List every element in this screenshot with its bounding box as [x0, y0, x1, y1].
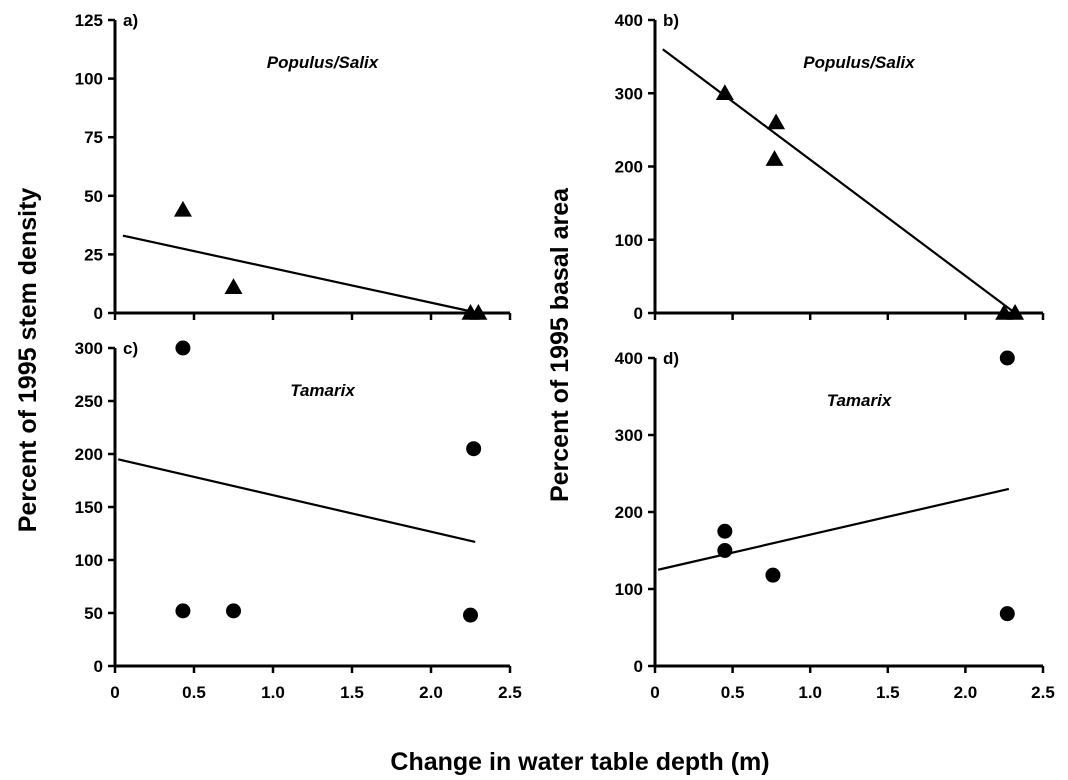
y-tick-label: 0	[634, 304, 643, 323]
x-tick-label: 0	[650, 683, 659, 702]
y-tick-label: 200	[615, 158, 643, 177]
data-point	[715, 84, 734, 100]
y-tick-label: 150	[75, 498, 103, 517]
panel-c: 0 50 100 150 200 250 300 0 0.5 1.0 1.5 2.0 2.5 c) Tama…	[75, 339, 522, 702]
y-tick-label: 50	[84, 604, 103, 623]
data-point	[717, 523, 733, 539]
y-tick-label: 300	[615, 84, 643, 103]
x-tick-label: 1.5	[340, 683, 364, 702]
regression-line	[662, 48, 1016, 314]
data-point	[765, 150, 784, 166]
x-tick-label: 2.0	[954, 683, 978, 702]
data-point	[767, 113, 786, 130]
x-tick-label: 0.5	[182, 683, 206, 702]
y-tick-label: 400	[615, 349, 643, 368]
regression-line	[657, 487, 1010, 571]
data-point	[765, 567, 781, 583]
y-tick-label: 100	[615, 580, 643, 599]
x-tick-label: 2.5	[498, 683, 522, 702]
y-tick-label: 300	[615, 426, 643, 445]
data-point	[999, 606, 1015, 622]
y-tick-label: 0	[94, 657, 103, 676]
y-tick-label: 0	[634, 657, 643, 676]
y-tick-label: 75	[84, 128, 103, 147]
x-tick-label: 0	[110, 683, 119, 702]
x-tick-label: 1.5	[876, 683, 900, 702]
regression-line	[122, 234, 479, 315]
panel-title: Populus/Salix	[803, 53, 916, 72]
y-tick-label: 400	[615, 11, 643, 30]
panel-label: b)	[663, 11, 679, 30]
x-axis-title: Change in water table depth (m)	[390, 748, 769, 776]
y-tick-label: 100	[75, 70, 103, 89]
data-point	[226, 603, 241, 619]
y-tick-label: 250	[75, 392, 103, 411]
data-point	[466, 441, 482, 457]
panel-b: 0 100 200 300 400 b) Populus/Salix	[615, 11, 1045, 323]
x-tick-label: 0.5	[721, 683, 745, 702]
y-tick-label: 100	[75, 551, 103, 570]
y-tick-label: 100	[615, 231, 643, 250]
y-tick-label: 200	[615, 503, 643, 522]
panel-title: Populus/Salix	[267, 53, 380, 72]
data-point	[463, 607, 478, 623]
x-tick-label: 1.0	[261, 683, 285, 702]
panel-label: d)	[663, 349, 679, 368]
data-point	[469, 304, 488, 320]
panel-label: c)	[123, 339, 138, 358]
regression-line	[117, 458, 476, 544]
x-tick-label: 1.0	[798, 683, 822, 702]
y-tick-label: 25	[84, 245, 103, 264]
data-point	[717, 543, 733, 558]
data-point	[999, 350, 1015, 366]
data-point	[1006, 304, 1025, 320]
y-tick-label: 50	[84, 187, 103, 206]
y-axis-title-left: Percent of 1995 stem density	[14, 188, 42, 533]
y-tick-label: 0	[94, 304, 103, 323]
x-tick-label: 2.5	[1031, 683, 1055, 702]
panel-a: 0 25 50 75 100 125 a) Populus/Salix	[75, 11, 512, 323]
panel-label: a)	[123, 11, 138, 30]
data-point	[175, 340, 191, 356]
x-tick-label: 2.0	[419, 683, 443, 702]
data-point	[175, 603, 191, 619]
y-tick-label: 200	[75, 445, 103, 464]
data-point	[173, 200, 192, 217]
panel-title: Tamarix	[290, 381, 356, 400]
y-axis-title-right: Percent of 1995 basal area	[546, 187, 574, 502]
data-point	[224, 278, 243, 294]
panel-d: 0 100 200 300 400 0 0.5 1.0 1.5 2.0 2.5 d) Tamarix	[615, 349, 1055, 702]
y-tick-label: 300	[75, 339, 103, 358]
y-tick-label: 125	[75, 11, 103, 30]
panel-title: Tamarix	[827, 391, 893, 410]
